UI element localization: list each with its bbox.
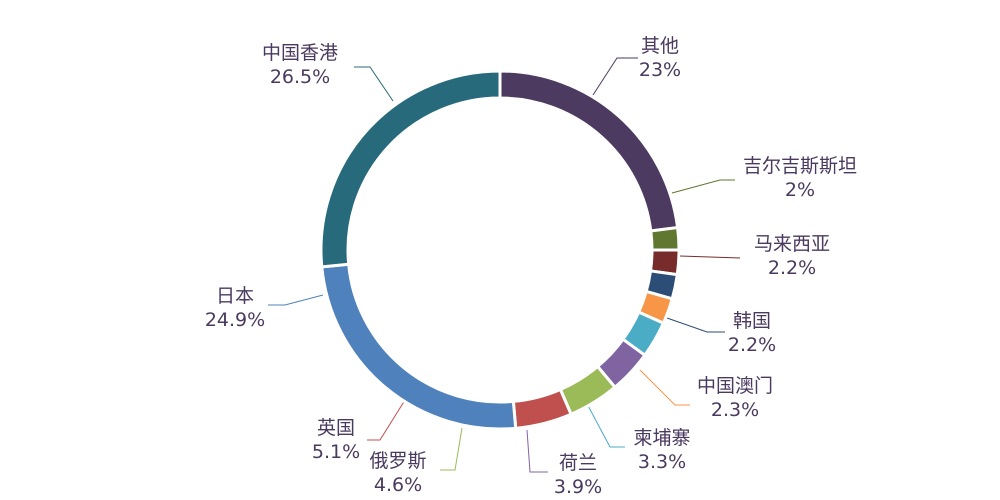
slice-label: 柬埔寨 [633, 427, 690, 449]
slice-label: 荷兰 [559, 452, 597, 474]
slice-value-label: 5.1% [312, 441, 360, 463]
slice-0 [498, 69, 680, 233]
leader-line-4 [639, 369, 690, 406]
slice-label: 马来西亚 [754, 233, 830, 255]
leader-line-5 [584, 399, 625, 448]
slice-label: 日本 [216, 285, 254, 307]
slice-1 [649, 225, 681, 252]
slice-label: 韩国 [733, 310, 771, 332]
leader-line-3 [666, 317, 725, 333]
slice-value-label: 24.9% [205, 309, 265, 331]
slice-value-label: 4.6% [374, 474, 422, 496]
slice-value-label: 2.3% [711, 399, 759, 421]
slice-9 [320, 262, 518, 431]
slice-value-label: 23% [639, 59, 681, 81]
slice-label: 吉尔吉斯斯坦 [743, 155, 857, 177]
slice-label: 俄罗斯 [369, 450, 426, 472]
leader-line-7 [440, 427, 463, 471]
leader-line-10 [354, 66, 394, 102]
slice-10 [319, 69, 502, 269]
slice-value-label: 2.2% [768, 257, 816, 279]
slice-value-label: 2.2% [728, 334, 776, 356]
leader-line-1 [671, 179, 735, 194]
slice-value-label: 3.3% [638, 451, 686, 473]
slice-label: 中国澳门 [697, 375, 773, 397]
slice-label: 其他 [641, 35, 679, 57]
slice-label: 中国香港 [262, 42, 338, 64]
leader-line-8 [367, 399, 406, 441]
slice-value-label: 2% [785, 179, 815, 201]
slice-label: 英国 [317, 417, 355, 439]
leader-line-9 [268, 294, 324, 306]
leader-line-0 [592, 57, 638, 96]
slice-value-label: 3.9% [554, 476, 602, 498]
slice-8 [511, 387, 574, 430]
leader-line-2 [679, 255, 741, 259]
leader-line-6 [526, 429, 548, 473]
slice-value-label: 26.5% [270, 66, 330, 88]
